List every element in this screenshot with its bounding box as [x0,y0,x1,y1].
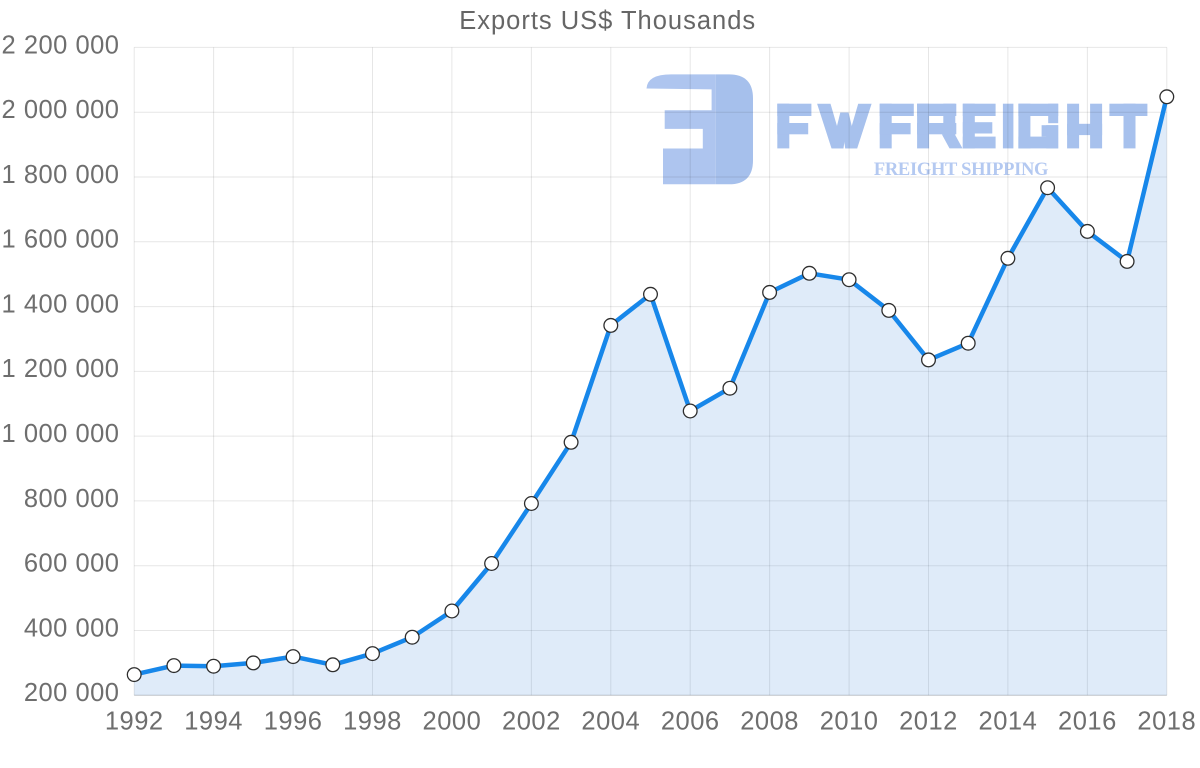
svg-text:2014: 2014 [979,707,1038,735]
svg-text:2010: 2010 [820,707,879,735]
svg-text:2002: 2002 [502,707,561,735]
svg-text:1998: 1998 [343,707,402,735]
svg-text:2 200 000: 2 200 000 [2,31,120,59]
svg-text:FREIGHT SHIPPING: FREIGHT SHIPPING [874,160,1048,180]
svg-text:1996: 1996 [264,707,323,735]
svg-text:2012: 2012 [899,707,958,735]
svg-text:2006: 2006 [661,707,720,735]
svg-text:200 000: 200 000 [24,679,120,707]
svg-text:1 200 000: 1 200 000 [2,355,120,383]
svg-text:Exports US$ Thousands: Exports US$ Thousands [459,7,756,35]
svg-text:1 000 000: 1 000 000 [2,420,120,448]
svg-text:1 600 000: 1 600 000 [2,226,120,254]
svg-text:600 000: 600 000 [24,550,120,578]
svg-text:2000: 2000 [423,707,482,735]
svg-text:1992: 1992 [105,707,164,735]
svg-text:400 000: 400 000 [24,614,120,642]
svg-text:1 800 000: 1 800 000 [2,161,120,189]
svg-text:2 000 000: 2 000 000 [2,96,120,124]
svg-text:1 400 000: 1 400 000 [2,291,120,319]
svg-text:2004: 2004 [581,707,640,735]
svg-text:2008: 2008 [740,707,799,735]
svg-text:2018: 2018 [1137,707,1196,735]
svg-text:800 000: 800 000 [24,485,120,513]
svg-text:2016: 2016 [1058,707,1117,735]
svg-text:1994: 1994 [184,707,243,735]
